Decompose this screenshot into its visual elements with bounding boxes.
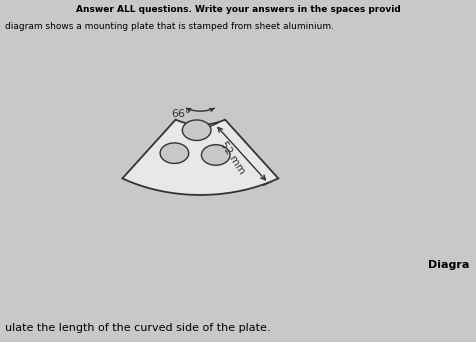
Text: 66°: 66° (171, 108, 190, 119)
Text: 52 mm: 52 mm (218, 140, 247, 176)
Circle shape (201, 145, 229, 165)
Text: Answer ALL questions. Write your answers in the spaces provid: Answer ALL questions. Write your answers… (76, 5, 400, 14)
Text: Diagra: Diagra (427, 260, 469, 270)
Circle shape (160, 143, 188, 163)
Circle shape (182, 120, 210, 141)
Text: ulate the length of the curved side of the plate.: ulate the length of the curved side of t… (5, 323, 270, 333)
Polygon shape (122, 120, 278, 195)
Text: diagram shows a mounting plate that is stamped from sheet aluminium.: diagram shows a mounting plate that is s… (5, 22, 333, 31)
